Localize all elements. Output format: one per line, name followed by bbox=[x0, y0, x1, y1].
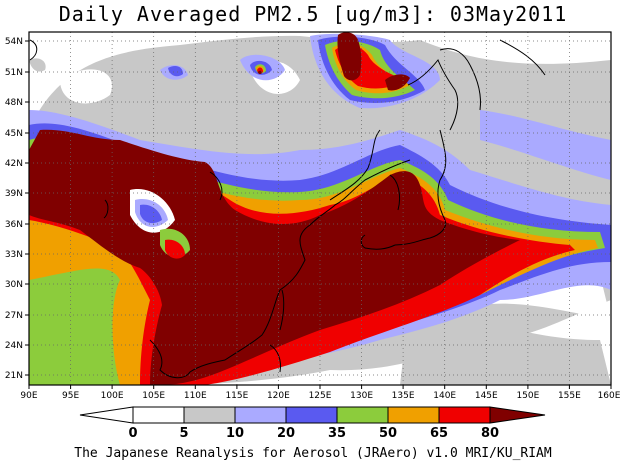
coastlines bbox=[29, 39, 546, 379]
colorbar-swatch bbox=[183, 406, 236, 424]
y-tick-label: 42N bbox=[5, 159, 23, 169]
y-tick-label: 36N bbox=[5, 220, 23, 230]
x-tick-label: 130E bbox=[350, 391, 373, 401]
y-axis-labels: 21N 24N 27N 30N 33N 36N 39N 42N 45N 48N … bbox=[5, 37, 23, 381]
colorbar-swatch bbox=[285, 406, 338, 424]
colorbar-swatch bbox=[132, 406, 185, 424]
colorbar-label: 20 bbox=[277, 426, 295, 441]
colorbar-swatch bbox=[438, 406, 491, 424]
y-tick-label: 51N bbox=[5, 68, 23, 78]
colorbar-label: 80 bbox=[481, 426, 499, 441]
x-axis-labels: 90E 95E 100E 105E 110E 115E 120E 125E 13… bbox=[20, 391, 620, 401]
x-tick-label: 125E bbox=[309, 391, 332, 401]
x-tick-label: 145E bbox=[475, 391, 498, 401]
colorbar-label: 50 bbox=[379, 426, 397, 441]
y-tick-label: 30N bbox=[5, 280, 23, 290]
x-tick-label: 90E bbox=[20, 391, 37, 401]
colorbar-label: 65 bbox=[430, 426, 448, 441]
colorbar bbox=[79, 406, 546, 424]
y-tick-label: 24N bbox=[5, 341, 23, 351]
pm25-concentration-field bbox=[29, 32, 611, 385]
colorbar-label: 5 bbox=[179, 426, 188, 441]
x-tick-label: 115E bbox=[225, 391, 248, 401]
map-title: Daily Averaged PM2.5 [ug/m3]: 03May2011 bbox=[58, 2, 568, 26]
y-tick-label: 33N bbox=[5, 250, 23, 260]
colorbar-label: 10 bbox=[226, 426, 244, 441]
y-tick-label: 27N bbox=[5, 311, 23, 321]
colorbar-min-arrow bbox=[79, 406, 134, 424]
x-tick-label: 135E bbox=[392, 391, 415, 401]
x-tick-label: 105E bbox=[142, 391, 165, 401]
x-tick-label: 110E bbox=[184, 391, 207, 401]
colorbar-labels: 0 5 10 20 35 50 65 80 bbox=[128, 426, 499, 441]
x-tick-label: 95E bbox=[62, 391, 79, 401]
footer-credit: The Japanese Reanalysis for Aerosol (JRA… bbox=[74, 446, 552, 461]
y-tick-label: 45N bbox=[5, 129, 23, 139]
y-tick-label: 48N bbox=[5, 98, 23, 108]
x-tick-label: 120E bbox=[267, 391, 290, 401]
y-tick-label: 21N bbox=[5, 371, 23, 381]
grid-lines bbox=[29, 32, 611, 385]
colorbar-swatch bbox=[336, 406, 389, 424]
colorbar-label: 35 bbox=[328, 426, 346, 441]
x-tick-label: 160E bbox=[598, 391, 621, 401]
x-tick-label: 155E bbox=[558, 391, 581, 401]
x-tick-label: 100E bbox=[101, 391, 124, 401]
y-tick-label: 39N bbox=[5, 189, 23, 199]
colorbar-swatch bbox=[387, 406, 440, 424]
y-tick-label: 54N bbox=[5, 37, 23, 47]
colorbar-label: 0 bbox=[128, 426, 137, 441]
colorbar-max-arrow bbox=[489, 406, 546, 424]
colorbar-swatch bbox=[234, 406, 287, 424]
x-tick-label: 140E bbox=[433, 391, 456, 401]
x-tick-label: 150E bbox=[516, 391, 539, 401]
